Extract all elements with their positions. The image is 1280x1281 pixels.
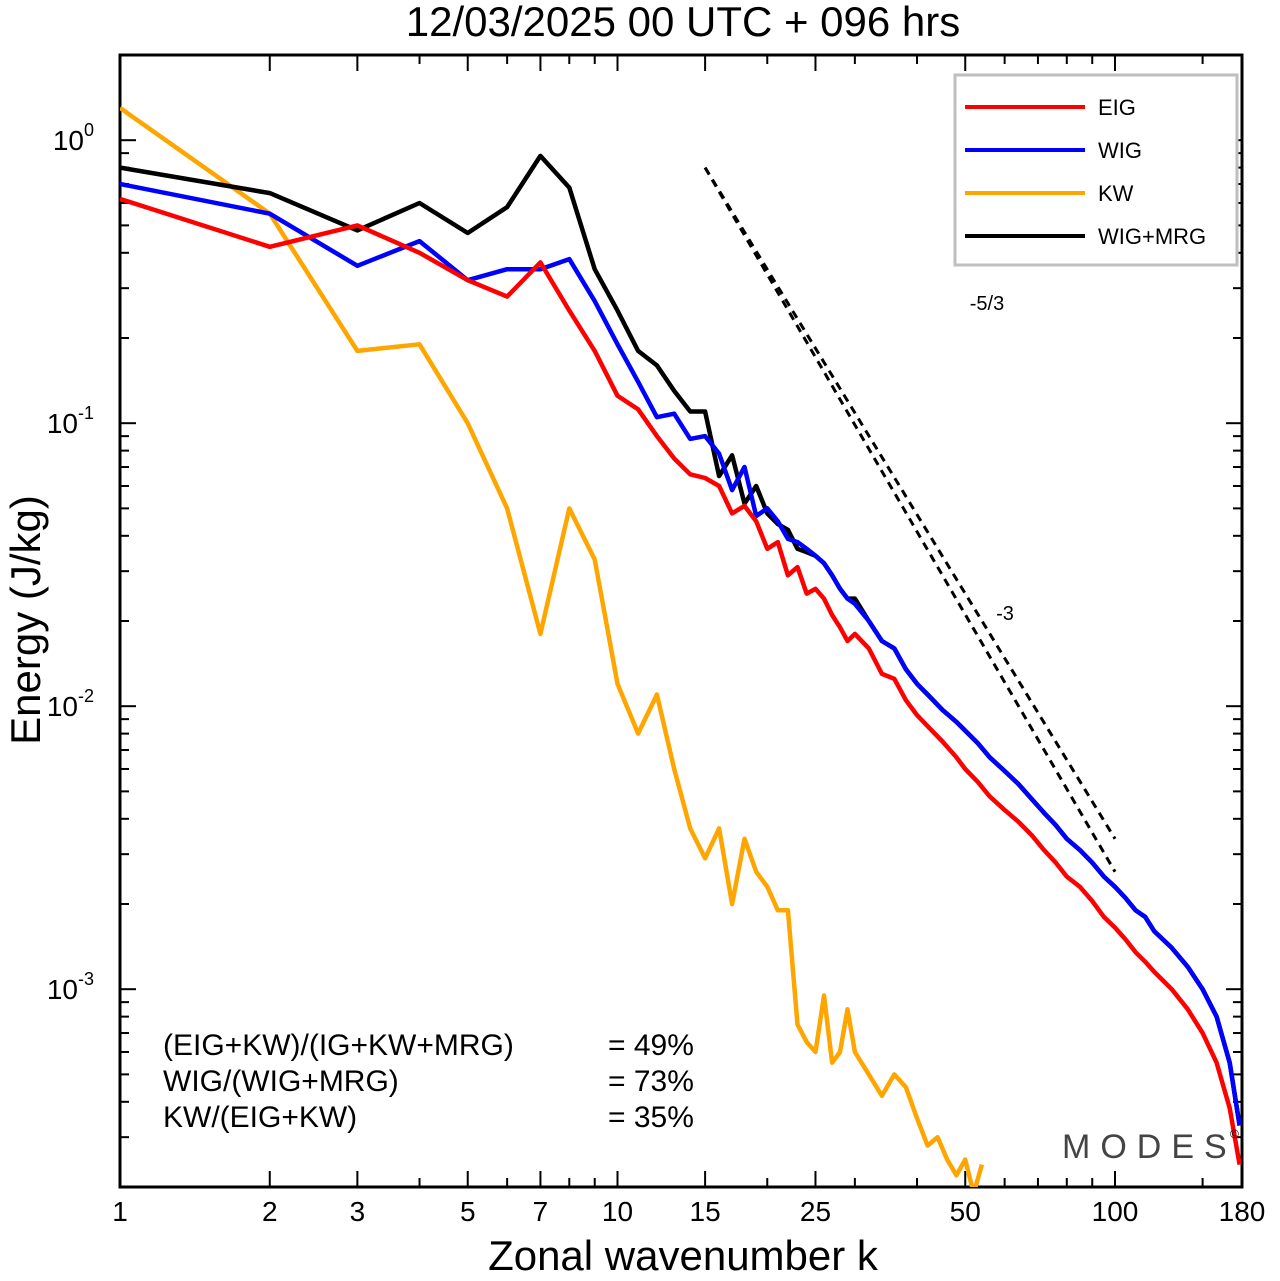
series-line-wig-mrg <box>120 153 1242 1126</box>
legend: EIG WIG KW WIG+MRG <box>953 73 1239 267</box>
y-tick-label: 10-2 <box>47 686 94 722</box>
reference-slope-lines: -5/3 -3 <box>703 166 1117 873</box>
modes-watermark: MODES <box>1062 1128 1237 1166</box>
x-tick-label: 7 <box>533 1196 549 1227</box>
y-tick-label: 100 <box>53 120 94 156</box>
series-line-kw <box>120 106 985 1187</box>
ratio-value: = 73% <box>608 1065 694 1098</box>
ratio-label: (EIG+KW)/(IG+KW+MRG) <box>163 1029 514 1062</box>
x-tick-label: 50 <box>950 1196 981 1227</box>
y-tick-label: 10-1 <box>47 403 94 439</box>
slope-label: -5/3 <box>970 293 1004 315</box>
ratio-label: KW/(EIG+KW) <box>163 1101 357 1134</box>
x-tick-label: 5 <box>460 1196 476 1227</box>
x-tick-label: 2 <box>262 1196 278 1227</box>
copyright-mark: © <box>1230 1127 1239 1141</box>
chart-title: 12/03/2025 00 UTC + 096 hrs <box>406 0 961 45</box>
y-axis-label: Energy (J/kg) <box>2 495 49 745</box>
legend-label: KW <box>1098 181 1134 206</box>
x-tick-label: 15 <box>690 1196 721 1227</box>
x-axis-label: Zonal wavenumber k <box>488 1232 879 1279</box>
ratio-value: = 49% <box>608 1029 694 1062</box>
ratio-annotations: (EIG+KW)/(IG+KW+MRG) = 49% WIG/(WIG+MRG) = … <box>163 1029 694 1134</box>
ratio-value: = 35% <box>608 1101 694 1134</box>
x-tick-label: 180 <box>1219 1196 1266 1227</box>
slope-line <box>703 166 1117 873</box>
series-line-wig <box>120 181 1242 1126</box>
x-tick-label: 25 <box>800 1196 831 1227</box>
x-tick-label: 1 <box>112 1196 128 1227</box>
x-tick-label: 100 <box>1092 1196 1139 1227</box>
slope-line <box>703 166 1117 840</box>
x-tick-label: 3 <box>350 1196 366 1227</box>
legend-label: WIG+MRG <box>1098 224 1206 249</box>
data-series <box>120 106 1242 1187</box>
axis-ticks: 1 2 3 5 7 10 15 25 50 100 180 100 10-1 10-2 10-3 <box>47 55 1266 1227</box>
legend-label: WIG <box>1098 138 1142 163</box>
slope-label: -3 <box>996 603 1014 625</box>
x-tick-label: 10 <box>602 1196 633 1227</box>
y-tick-label: 10-3 <box>47 969 94 1005</box>
legend-label: EIG <box>1098 95 1136 120</box>
ratio-label: WIG/(WIG+MRG) <box>163 1065 399 1098</box>
series-line-eig <box>120 196 1242 1165</box>
